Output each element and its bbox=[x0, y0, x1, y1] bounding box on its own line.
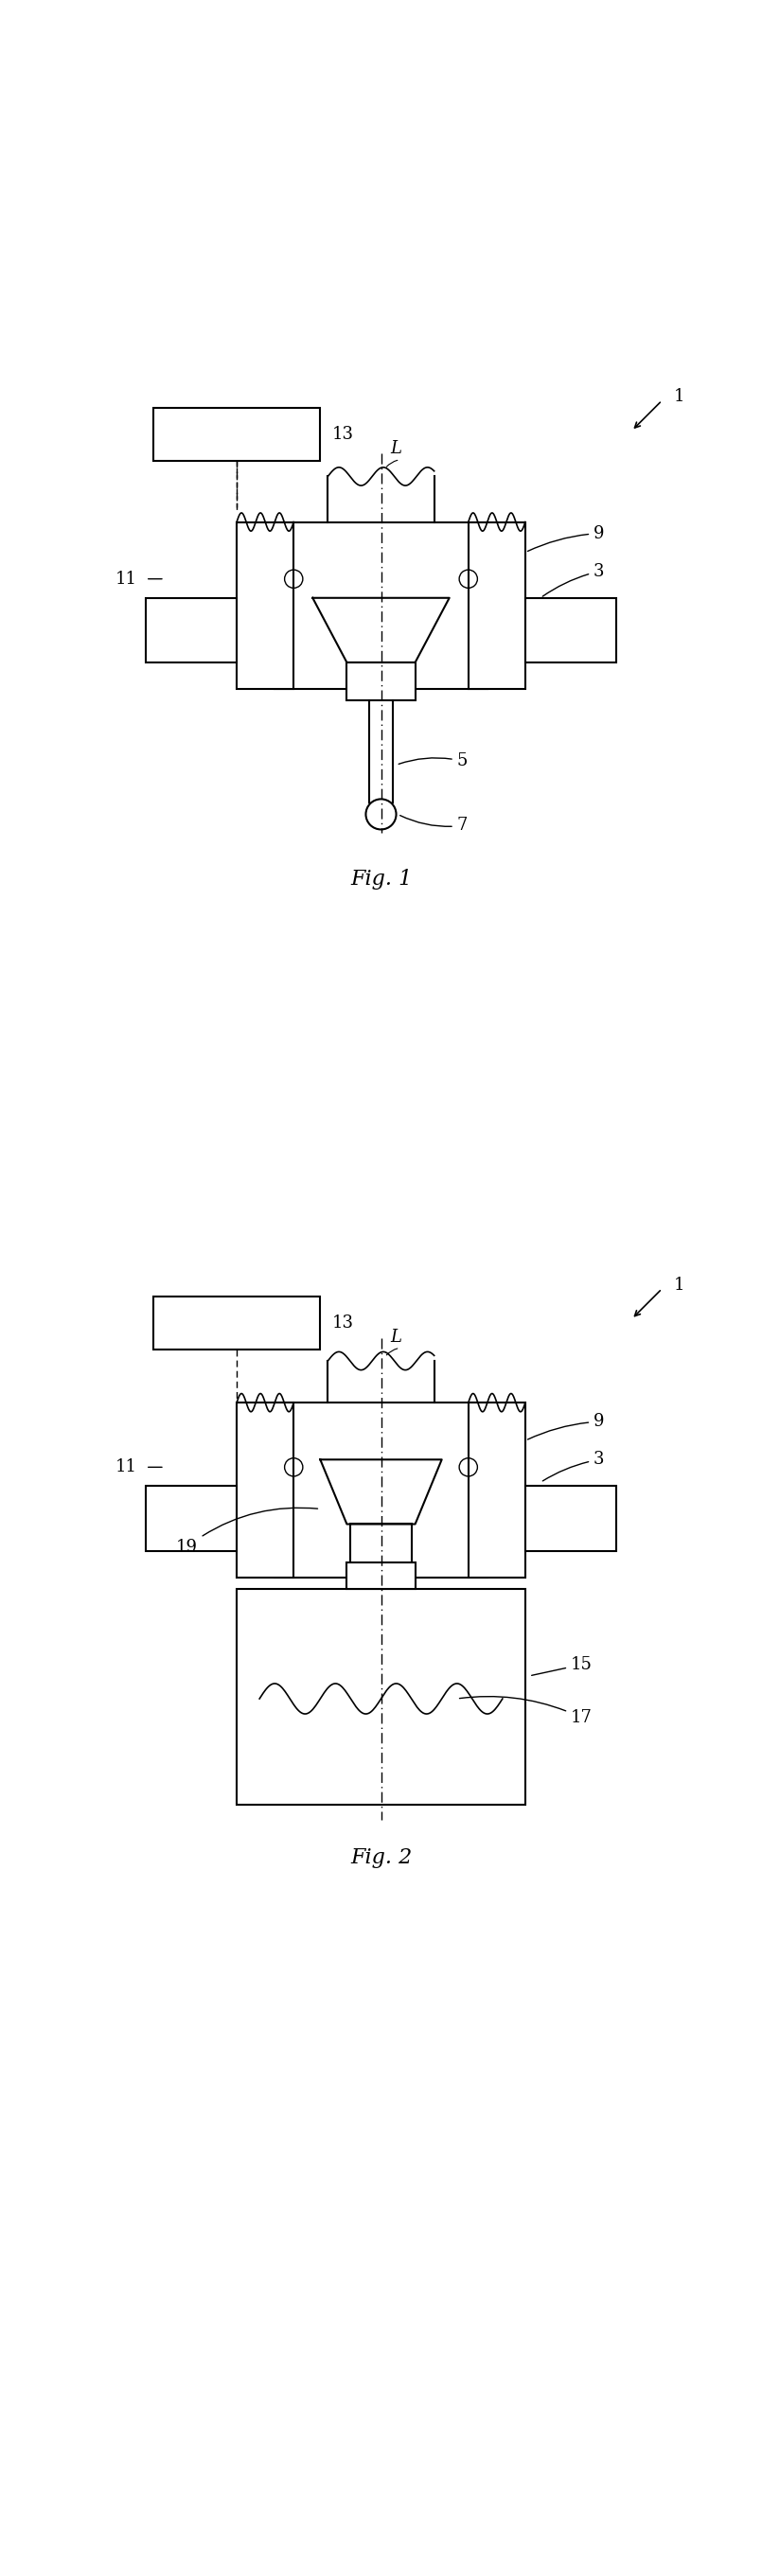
Text: Fig. 2: Fig. 2 bbox=[350, 1847, 412, 1868]
Text: 1: 1 bbox=[674, 1278, 684, 1293]
Bar bbox=[347, 1561, 415, 1589]
Text: Fig. 1: Fig. 1 bbox=[350, 868, 412, 889]
Text: 13: 13 bbox=[331, 425, 354, 443]
Bar bbox=[274, 523, 488, 688]
Text: L: L bbox=[390, 440, 402, 459]
Bar bbox=[525, 1486, 616, 1551]
Bar bbox=[347, 662, 415, 701]
Bar bbox=[153, 1296, 320, 1350]
Text: 5: 5 bbox=[399, 752, 468, 770]
Bar bbox=[351, 1525, 411, 1569]
Bar bbox=[525, 598, 616, 662]
Bar bbox=[237, 1589, 525, 1806]
Bar bbox=[146, 598, 237, 662]
Bar bbox=[469, 1404, 525, 1577]
Text: 9: 9 bbox=[527, 526, 604, 551]
Text: 3: 3 bbox=[543, 1450, 604, 1481]
Text: L: L bbox=[390, 1329, 402, 1345]
Bar bbox=[469, 523, 525, 688]
Text: 13: 13 bbox=[331, 1314, 354, 1332]
Text: 19: 19 bbox=[176, 1507, 318, 1556]
Bar bbox=[237, 523, 293, 688]
Text: 11: 11 bbox=[115, 569, 137, 587]
Bar bbox=[237, 1404, 293, 1577]
Text: 9: 9 bbox=[527, 1414, 604, 1440]
Text: 7: 7 bbox=[400, 817, 468, 835]
Text: 1: 1 bbox=[674, 389, 684, 404]
Text: 15: 15 bbox=[532, 1656, 593, 1674]
Bar bbox=[153, 407, 320, 461]
Text: 3: 3 bbox=[543, 562, 604, 598]
Text: 17: 17 bbox=[459, 1698, 593, 1726]
Bar bbox=[146, 1486, 237, 1551]
Bar bbox=[274, 1404, 488, 1577]
Text: 11: 11 bbox=[115, 1458, 137, 1476]
